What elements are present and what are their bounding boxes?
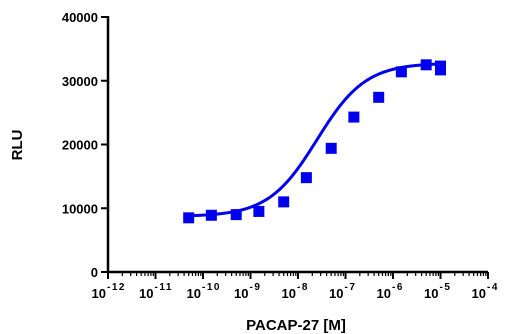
x-tick-label: 10 -11 bbox=[139, 282, 173, 301]
data-point bbox=[373, 91, 385, 103]
x-tick-label: 10 -8 bbox=[282, 282, 309, 301]
x-tick-label-base: 10 bbox=[329, 286, 343, 301]
data-point bbox=[348, 111, 360, 123]
x-tick-label-exponent: -12 bbox=[107, 282, 126, 293]
data-point bbox=[205, 209, 217, 221]
x-tick-label: 10 -6 bbox=[377, 282, 404, 301]
y-axis-tick-labels: 0 10000 20000 30000 40000 bbox=[62, 10, 98, 280]
x-tick-label-base: 10 bbox=[472, 286, 486, 301]
data-point bbox=[325, 142, 337, 154]
y-tick-label: 40000 bbox=[62, 10, 98, 25]
fit-curve bbox=[188, 62, 441, 218]
y-tick-label: 30000 bbox=[62, 74, 98, 89]
x-tick-label-exponent: -7 bbox=[345, 282, 357, 293]
y-tick-label: 10000 bbox=[62, 201, 98, 216]
x-axis-title: PACAP-27 [M] bbox=[246, 317, 346, 334]
x-tick-label-exponent: -11 bbox=[155, 282, 173, 293]
x-tick-label-exponent: -9 bbox=[250, 282, 262, 293]
x-tick-label-base: 10 bbox=[92, 286, 106, 301]
y-tick-label: 20000 bbox=[62, 138, 98, 153]
x-tick-label: 10 -4 bbox=[472, 282, 499, 301]
y-tick-label: 0 bbox=[91, 265, 98, 280]
x-tick-label-exponent: -5 bbox=[440, 282, 452, 293]
x-tick-label: 10 -10 bbox=[187, 282, 221, 301]
x-axis-tick-labels: 10 -12 10 -11 10 -10 10 -9 10 -8 10 -7 10 -6 10 -5 10 -4 bbox=[92, 282, 499, 301]
x-tick-label: 10 -7 bbox=[329, 282, 357, 301]
x-tick-label-exponent: -10 bbox=[202, 282, 221, 293]
data-point bbox=[230, 209, 242, 221]
data-point bbox=[253, 205, 265, 217]
x-tick-label: 10 -12 bbox=[92, 282, 126, 301]
data-point bbox=[183, 212, 195, 224]
y-axis-title: RLU bbox=[9, 130, 26, 161]
data-point bbox=[278, 196, 290, 208]
x-tick-label-exponent: -6 bbox=[392, 282, 404, 293]
x-tick-label: 10 -9 bbox=[234, 282, 262, 301]
data-point bbox=[420, 59, 432, 71]
x-tick-label-base: 10 bbox=[377, 286, 391, 301]
x-tick-label-base: 10 bbox=[234, 286, 248, 301]
data-point bbox=[395, 66, 407, 78]
x-tick-label-base: 10 bbox=[282, 286, 296, 301]
data-point bbox=[435, 60, 446, 72]
x-tick-label-base: 10 bbox=[424, 286, 438, 301]
x-tick-label-base: 10 bbox=[139, 286, 153, 301]
data-point bbox=[300, 172, 312, 184]
plot-area bbox=[183, 59, 446, 224]
x-tick-label-exponent: -8 bbox=[297, 282, 309, 293]
x-tick-label-base: 10 bbox=[187, 286, 201, 301]
x-tick-label: 10 -5 bbox=[424, 282, 452, 301]
x-tick-label-exponent: -4 bbox=[487, 282, 499, 293]
